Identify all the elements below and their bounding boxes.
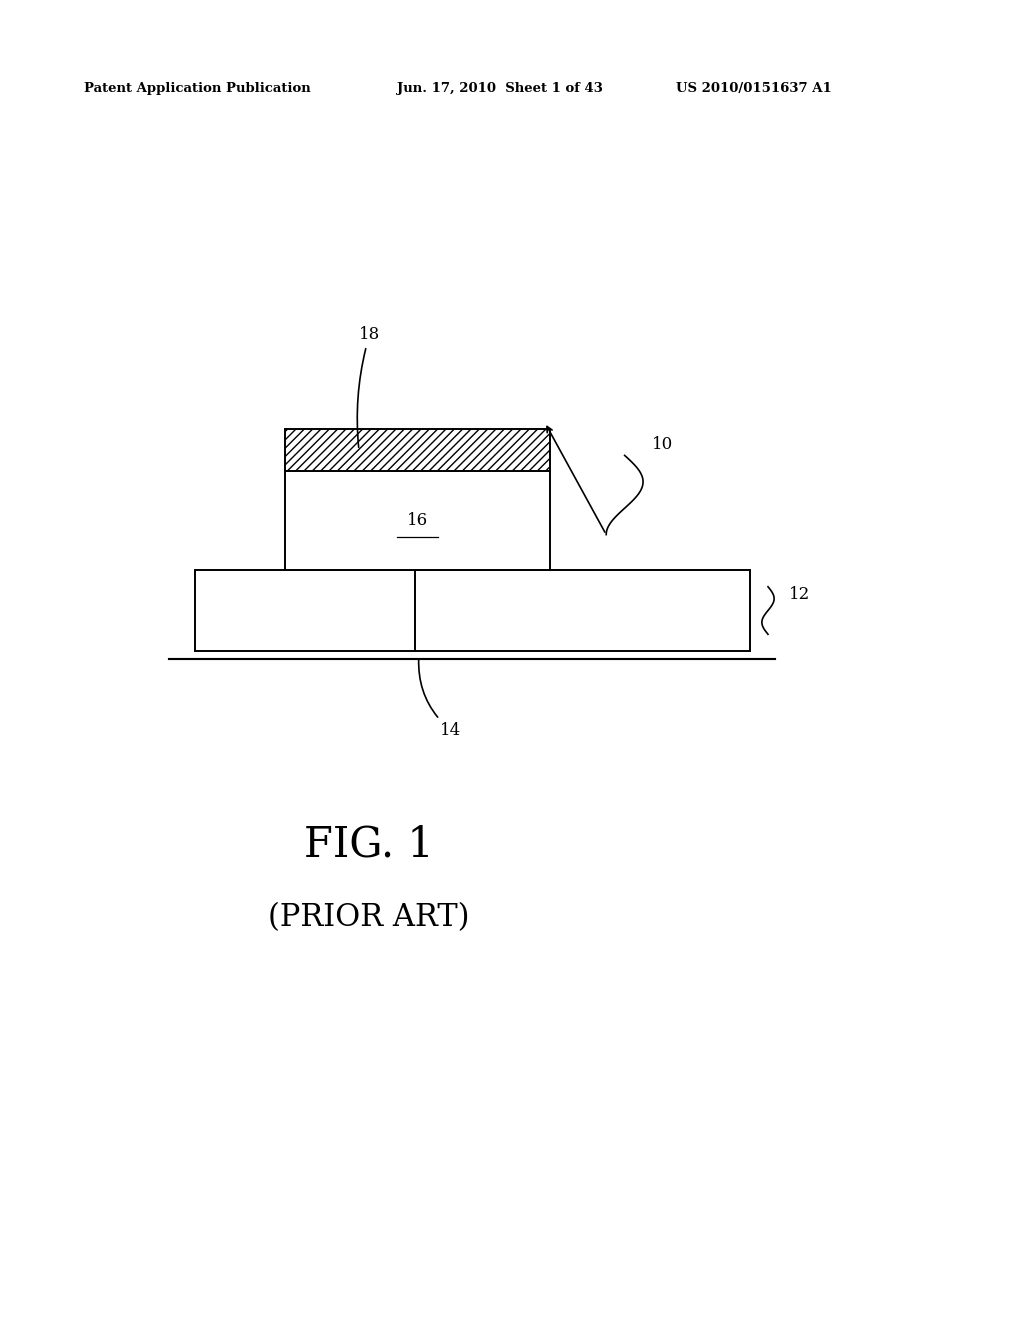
Text: 16: 16 (407, 512, 428, 529)
Text: Patent Application Publication: Patent Application Publication (84, 82, 310, 95)
Text: 12: 12 (788, 586, 810, 603)
Text: US 2010/0151637 A1: US 2010/0151637 A1 (676, 82, 831, 95)
Text: 18: 18 (357, 326, 380, 447)
Bar (195, 570, 750, 651)
Bar (285, 429, 550, 471)
Text: Jun. 17, 2010  Sheet 1 of 43: Jun. 17, 2010 Sheet 1 of 43 (397, 82, 603, 95)
Text: FIG. 1: FIG. 1 (304, 824, 433, 866)
Text: 10: 10 (652, 437, 674, 453)
Bar (285, 471, 550, 570)
Text: (PRIOR ART): (PRIOR ART) (268, 902, 469, 933)
Text: 14: 14 (419, 659, 462, 739)
